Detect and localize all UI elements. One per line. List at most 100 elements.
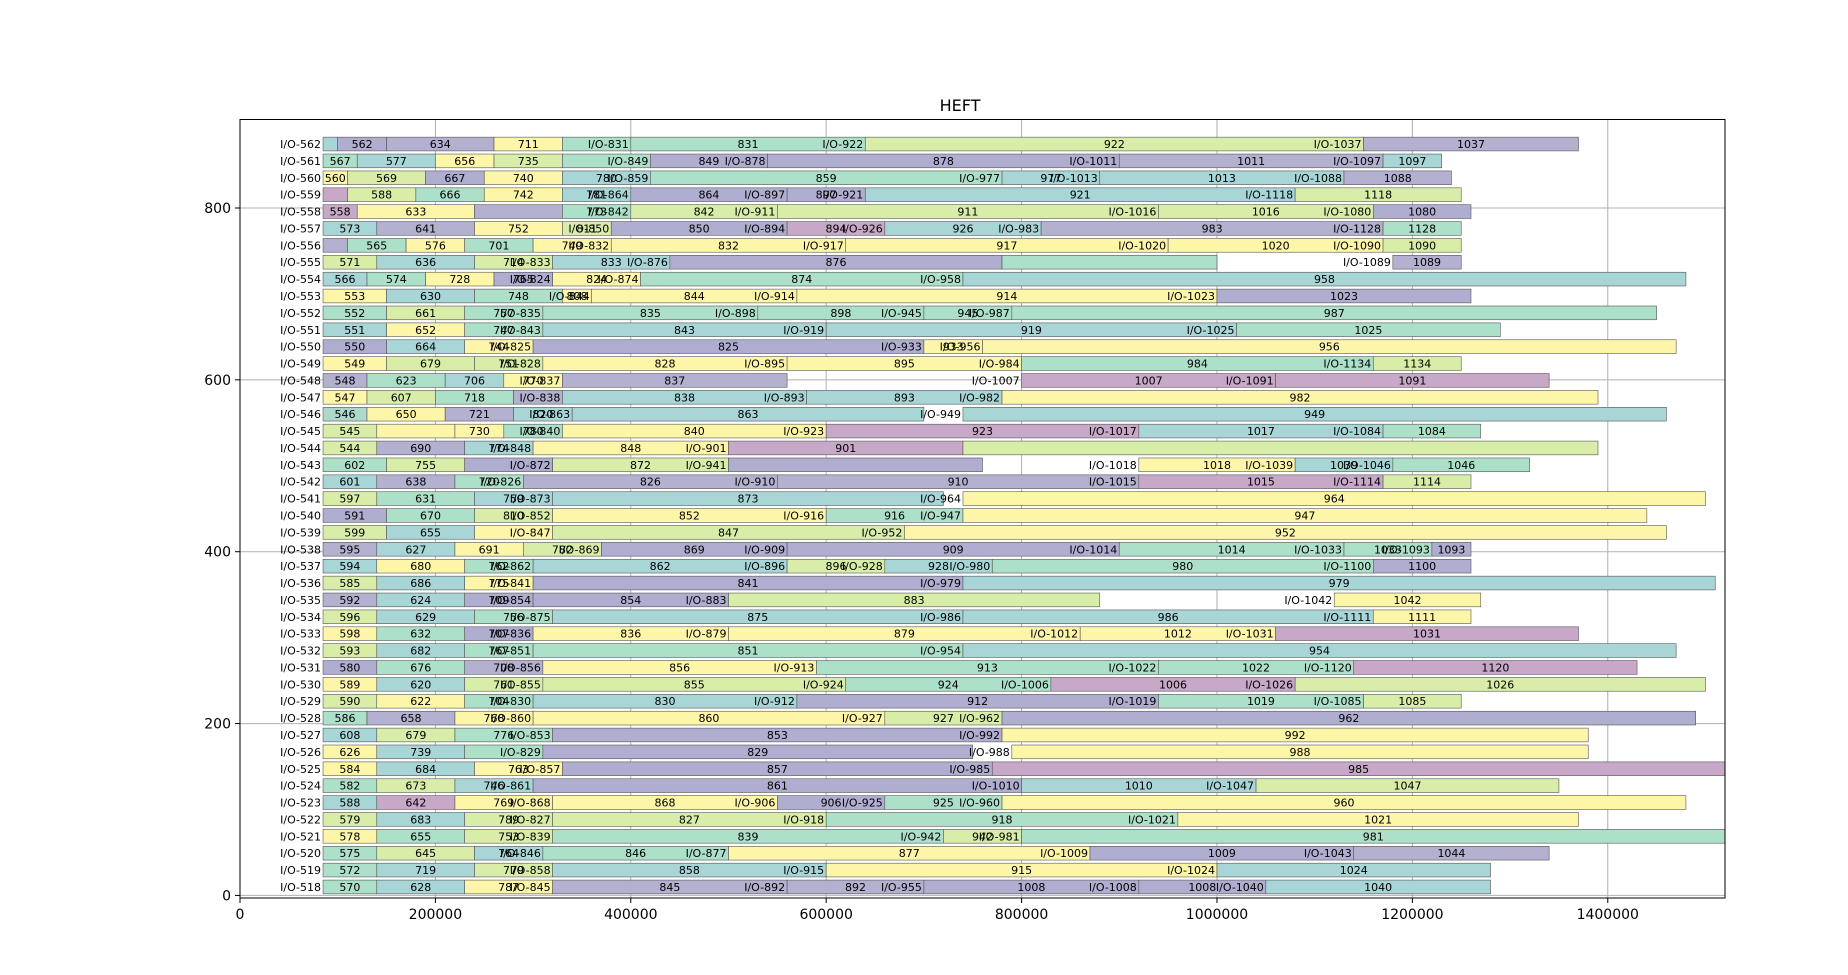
task-bar	[962, 407, 1667, 422]
io-label: I/O-849	[607, 155, 648, 168]
task-label: 757	[493, 307, 514, 320]
io-label: I/O-544	[280, 442, 321, 455]
task-label: 765	[513, 273, 534, 286]
io-label: I/O-1080	[1323, 206, 1371, 219]
task-label: 962	[1338, 712, 1359, 725]
io-label: I/O-954	[920, 645, 961, 658]
task-label: 735	[518, 155, 539, 168]
task-label: 552	[344, 307, 365, 320]
task-label: 981	[1363, 830, 1384, 843]
task-label: 1134	[1403, 358, 1431, 371]
task-label: 1011	[1237, 155, 1265, 168]
task-bar	[1392, 255, 1462, 270]
io-label: I/O-986	[920, 611, 961, 624]
task-label: 986	[1158, 611, 1179, 624]
io-label: I/O-909	[744, 543, 785, 556]
task-label: 628	[410, 881, 431, 894]
task-label: 626	[339, 746, 360, 759]
task-label: 844	[684, 290, 705, 303]
io-label: I/O-1023	[1167, 290, 1215, 303]
task-label: 1023	[1330, 290, 1358, 303]
task-label: 684	[415, 763, 436, 776]
task-label: 636	[415, 256, 436, 269]
task-label: 607	[391, 391, 412, 404]
io-label: I/O-910	[734, 476, 775, 489]
io-label: I/O-559	[280, 189, 321, 202]
task-label: 879	[894, 628, 915, 641]
task-label: 876	[825, 256, 846, 269]
task-label: 567	[330, 155, 351, 168]
task-label: 680	[410, 560, 431, 573]
task-label: 1026	[1486, 678, 1514, 691]
io-label: I/O-913	[774, 661, 815, 674]
task-bar	[1353, 846, 1550, 861]
io-label: I/O-539	[280, 526, 321, 539]
task-label: 851	[738, 645, 759, 658]
task-label: 1012	[1164, 628, 1192, 641]
io-label: I/O-558	[280, 206, 321, 219]
task-label: 624	[410, 594, 431, 607]
task-bar	[552, 491, 944, 506]
task-label: 706	[464, 374, 485, 387]
task-bar	[1343, 170, 1452, 185]
task-label: 1033	[1374, 543, 1402, 556]
task-label: 569	[376, 172, 397, 185]
task-label: 719	[415, 864, 436, 877]
io-label: I/O-1033	[1294, 543, 1342, 556]
task-label: 1018	[1203, 459, 1231, 472]
plot-frame	[239, 119, 1726, 899]
io-label: I/O-554	[280, 273, 321, 286]
task-label: 1090	[1408, 239, 1436, 252]
io-label: I/O-538	[280, 543, 321, 556]
task-label: 1022	[1242, 661, 1270, 674]
task-label: 751	[498, 358, 519, 371]
task-label: 836	[620, 628, 641, 641]
task-label: 1047	[1393, 780, 1421, 793]
task-label: 826	[640, 476, 661, 489]
io-label: I/O-1024	[1167, 864, 1215, 877]
task-label: 747	[493, 324, 514, 337]
task-label: 926	[952, 222, 973, 235]
io-label: I/O-1089	[1343, 256, 1391, 269]
io-label: I/O-992	[959, 729, 1000, 742]
task-label: 956	[1319, 341, 1340, 354]
task-label: 869	[684, 543, 705, 556]
task-label: 582	[339, 780, 360, 793]
io-label: I/O-1022	[1108, 661, 1156, 674]
io-label: I/O-528	[280, 712, 321, 725]
task-label: 683	[410, 813, 431, 826]
task-label: 780	[523, 425, 544, 438]
io-label: I/O-1008	[1089, 881, 1137, 894]
io-label: I/O-898	[715, 307, 756, 320]
task-label: 854	[620, 594, 641, 607]
task-label: 927	[933, 712, 954, 725]
task-label: 1025	[1354, 324, 1382, 337]
task-label: 942	[972, 830, 993, 843]
io-label: I/O-835	[500, 307, 541, 320]
task-label: 591	[344, 509, 365, 522]
io-label: I/O-541	[280, 493, 321, 506]
io-label: I/O-952	[861, 526, 902, 539]
x-tick-label: 400000	[604, 907, 657, 923]
task-bar	[1294, 677, 1706, 692]
task-label: 597	[339, 493, 360, 506]
io-label: I/O-860	[490, 712, 531, 725]
task-label: 739	[410, 746, 431, 759]
io-label: I/O-1088	[1294, 172, 1342, 185]
io-label: I/O-945	[881, 307, 922, 320]
task-label: 873	[738, 493, 759, 506]
io-label: I/O-911	[734, 206, 775, 219]
io-label: I/O-1084	[1333, 425, 1381, 438]
io-label: I/O-988	[969, 746, 1010, 759]
io-label: I/O-873	[510, 493, 551, 506]
task-bar	[322, 238, 348, 253]
io-label: I/O-897	[744, 189, 785, 202]
y-tick-label: 0	[222, 888, 231, 904]
task-label: 601	[339, 476, 360, 489]
io-label: I/O-895	[744, 358, 785, 371]
io-label: I/O-518	[280, 881, 321, 894]
io-label: I/O-980	[949, 560, 990, 573]
task-label: 837	[664, 374, 685, 387]
io-label: I/O-958	[920, 273, 961, 286]
io-label: I/O-955	[881, 881, 922, 894]
